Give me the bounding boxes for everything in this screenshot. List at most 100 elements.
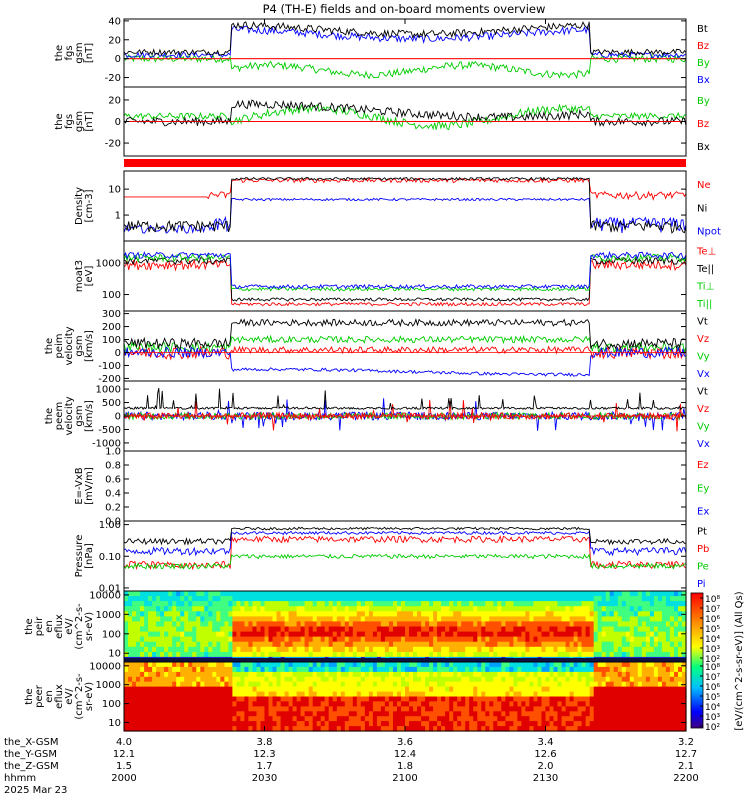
colorbar-tick-label-upper: 10³ xyxy=(705,645,720,655)
y-tick-label: 20 xyxy=(108,95,121,106)
y-axis-label-line: en xyxy=(44,620,55,633)
y-axis-label: the peem velocity gsm [km/s] xyxy=(44,396,95,435)
legend-Ti||: Ti|| xyxy=(696,299,712,310)
x-tick-label: 1.8 xyxy=(397,761,413,772)
x-tick-label: 2030 xyxy=(252,773,277,784)
y-tick-label: 1.00 xyxy=(99,520,121,531)
y-tick-label: 10 xyxy=(108,718,121,729)
series-Ti-perp xyxy=(123,250,687,290)
y-axis-label-line: Density xyxy=(74,187,85,225)
y-tick-label: 0.10 xyxy=(99,552,121,563)
y-axis-label-line: sr-eV) xyxy=(84,682,95,711)
y-axis-label-line: eV/ xyxy=(64,618,75,635)
x-date-label: 2025 Mar 23 xyxy=(4,785,67,796)
legend-Npot: Npot xyxy=(697,227,721,238)
colorbar-tick-label-lower: 10⁸ xyxy=(705,663,720,673)
legend-Ne: Ne xyxy=(697,180,711,191)
x-row-label: the_Z-GSM xyxy=(4,761,59,772)
spectrogram-fill-line xyxy=(124,658,686,662)
y-tick-label: 1000 xyxy=(96,680,121,691)
colorbar-tick-label-upper: 10⁴ xyxy=(705,635,720,645)
series-Vz xyxy=(123,399,687,432)
series-By xyxy=(123,103,687,131)
x-tick-label: 12.3 xyxy=(253,749,275,760)
x-tick-label: 12.4 xyxy=(394,749,416,760)
x-row-label: the_X-GSM xyxy=(4,737,58,748)
y-tick-label: 0 xyxy=(115,348,121,359)
colorbar-tick-label-upper: 10² xyxy=(705,655,720,665)
series-Bx xyxy=(123,99,687,128)
y-tick-label: -200 xyxy=(98,374,121,385)
y-axis-label: Pressure [nPa] xyxy=(74,535,95,578)
y-axis-label-line: the xyxy=(44,408,55,424)
legend-Vz: Vz xyxy=(697,404,709,415)
y-tick-label: 40 xyxy=(108,16,121,27)
legend-Pt: Pt xyxy=(697,527,707,538)
y-axis-label-line: gsm xyxy=(74,111,85,132)
y-axis-label-line: velocity xyxy=(64,326,75,365)
y-tick-label: 200 xyxy=(102,322,121,333)
legend-Ti⊥: Ti⊥ xyxy=(696,282,714,293)
y-axis-label-line: en xyxy=(44,690,55,703)
legend-Vt: Vt xyxy=(697,387,708,398)
legend-By: By xyxy=(697,58,710,69)
colorbar: 10⁸10⁷10⁶10⁵10⁴10³10²10⁸10⁷10⁶10⁵10⁴10³1… xyxy=(690,591,745,733)
x-tick-label: 4.0 xyxy=(116,737,132,748)
x-tick-label: 12.1 xyxy=(113,749,135,760)
legend-Te||: Te|| xyxy=(696,264,714,275)
legend-Ex: Ex xyxy=(697,507,709,518)
y-axis-label: Density [cm-3] xyxy=(74,187,95,225)
y-tick-label: 300 xyxy=(102,309,121,320)
series-Pi xyxy=(123,530,687,557)
y-axis-label-line: [km/s] xyxy=(84,400,95,432)
y-tick-label: 10 xyxy=(108,649,121,660)
x-tick-label: 2100 xyxy=(392,773,417,784)
legend-By: By xyxy=(697,96,710,107)
series-Pe xyxy=(123,553,687,570)
legend-Vz: Vz xyxy=(697,334,709,345)
legend-Bz: Bz xyxy=(697,119,709,130)
y-axis-label: the peer en eflux eV/(cm^2-s-sr-eV) xyxy=(24,673,95,720)
colorbar-tick-label-upper: 10⁵ xyxy=(705,625,720,635)
y-axis-label-line: [cm-3] xyxy=(84,189,95,222)
panel-peem-velocity: Vt Vz Vy Vx 1000 500 0 -500 -1000 the peem velocity… xyxy=(44,380,710,452)
y-tick-label: 0 xyxy=(115,117,121,128)
legend-Bz: Bz xyxy=(697,41,709,52)
y-tick-label: 100 xyxy=(102,335,121,346)
legend-Pb: Pb xyxy=(697,544,709,555)
y-tick-label: 1 xyxy=(115,211,121,222)
legend-Vy: Vy xyxy=(697,352,710,363)
panel-fgs-gsm: Bt Bz By Bx 40 20 0 -20 the fgs gsm [nT] xyxy=(54,16,710,88)
series-Bt xyxy=(123,21,687,57)
y-axis-label-line: eV/ xyxy=(64,688,75,705)
y-axis-label: the fgs gsm [nT] xyxy=(54,42,95,63)
y-tick-label: 10000 xyxy=(89,661,121,672)
x-tick-label: 1.7 xyxy=(257,761,273,772)
y-axis-label-line: eflux xyxy=(54,614,65,639)
y-axis-label-line: (cm^2-s- xyxy=(74,603,85,650)
legend-Vx: Vx xyxy=(697,369,710,380)
series-Pb xyxy=(123,534,687,571)
y-tick-label: -20 xyxy=(105,73,121,84)
y-tick-label: 0.4 xyxy=(105,489,121,500)
panel-efield: Ez Ey Ex 1.0 0.8 0.6 0.4 0.2 0.0 E=-VxB [mV/m] xyxy=(74,447,709,528)
y-tick-label: 0.8 xyxy=(105,461,121,472)
series-Ti-par xyxy=(123,252,687,292)
x-row-label: hhmm xyxy=(4,773,36,784)
y-tick-label: 100 xyxy=(102,629,121,640)
y-axis-label-line: the xyxy=(54,113,65,129)
series-Te-par xyxy=(123,256,687,302)
series-Npot xyxy=(123,197,687,235)
panel-frame xyxy=(123,450,687,522)
y-axis-label-line: [mV/m] xyxy=(84,467,95,505)
series-Ne xyxy=(124,177,687,201)
panel-frame xyxy=(123,18,687,88)
y-axis-label-line: the xyxy=(54,45,65,61)
y-axis-label-line: Pressure xyxy=(74,535,85,578)
y-tick-label: 10 xyxy=(108,185,121,196)
y-axis-label-line: sr-eV) xyxy=(84,612,95,641)
y-axis-label-line: eflux xyxy=(54,684,65,709)
series-Vx xyxy=(123,346,686,377)
